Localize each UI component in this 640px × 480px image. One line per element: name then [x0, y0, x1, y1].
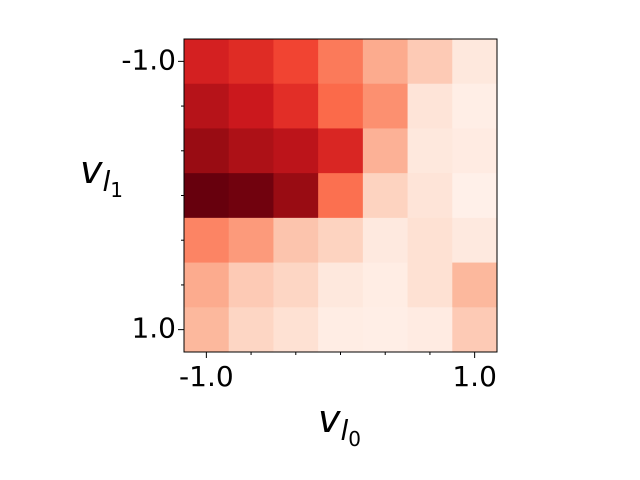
x-axis-label: vl0	[318, 397, 361, 451]
heatmap-cell	[362, 83, 409, 129]
heatmap-cell	[407, 173, 453, 219]
heatmap-cell	[407, 307, 453, 353]
x-label-sub: l	[341, 414, 349, 447]
x-label-base: v	[318, 397, 341, 441]
heatmap-cell	[228, 128, 274, 174]
heatmap-cell	[228, 39, 274, 85]
heatmap-cell	[362, 39, 409, 85]
heatmap-cell	[318, 128, 364, 174]
heatmap-cell	[362, 307, 409, 353]
heatmap-cell	[452, 128, 498, 174]
heatmap-cell	[318, 173, 364, 219]
heatmap	[184, 39, 498, 353]
heatmap-cell	[318, 307, 364, 353]
heatmap-cell	[184, 83, 230, 129]
heatmap-cell	[273, 217, 319, 264]
heatmap-cell	[273, 83, 319, 129]
heatmap-cell	[273, 307, 319, 353]
heatmap-cell	[228, 173, 274, 219]
heatmap-cell	[407, 39, 453, 85]
heatmap-cell	[407, 262, 453, 308]
heatmap-cell	[362, 128, 409, 174]
heatmap-cell	[228, 262, 274, 308]
heatmap-cell	[184, 262, 230, 308]
heatmap-cell	[228, 307, 274, 353]
y-axis-label: vl1	[80, 148, 123, 202]
heatmap-cell	[407, 217, 453, 264]
heatmap-cell	[273, 39, 319, 85]
y-label-subsub: 1	[110, 178, 123, 202]
heatmap-cell	[318, 39, 364, 85]
heatmap-cell	[184, 173, 230, 219]
x-label-subsub: 0	[348, 427, 361, 451]
heatmap-cell	[452, 173, 498, 219]
heatmap-cell	[407, 83, 453, 129]
heatmap-cell	[452, 83, 498, 129]
y-label-sub: l	[103, 165, 111, 198]
heatmap-cell	[318, 262, 364, 308]
y-label-base: v	[80, 148, 103, 192]
heatmap-cell	[318, 217, 364, 264]
heatmap-cell	[362, 262, 409, 308]
y-tick-label: -1.0	[121, 43, 176, 76]
heatmap-cell	[273, 262, 319, 308]
heatmap-cell	[452, 217, 498, 264]
heatmap-cell	[184, 217, 230, 264]
heatmap-cell	[407, 128, 453, 174]
heatmap-cell	[273, 173, 319, 219]
heatmap-cell	[184, 39, 230, 85]
heatmap-cell	[184, 128, 230, 174]
heatmap-cell	[273, 128, 319, 174]
heatmap-cell	[452, 39, 498, 85]
heatmap-cell	[228, 83, 274, 129]
heatmap-cell	[452, 307, 498, 353]
heatmap-cell	[362, 217, 409, 264]
x-tick-label: -1.0	[179, 360, 234, 393]
heatmap-cell	[318, 83, 364, 129]
heatmap-cell	[228, 217, 274, 264]
heatmap-cell	[184, 307, 230, 353]
heatmap-cell	[452, 262, 498, 308]
heatmap-cell	[362, 173, 409, 219]
y-tick-label: 1.0	[131, 312, 176, 345]
x-tick-label: 1.0	[452, 360, 497, 393]
